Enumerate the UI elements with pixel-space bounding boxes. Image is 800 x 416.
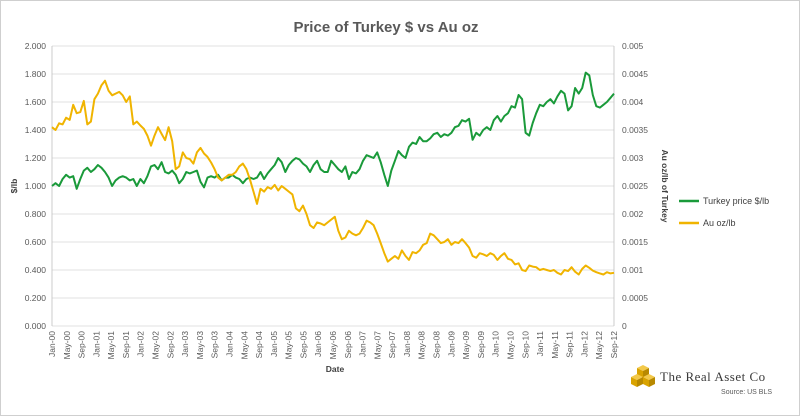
left-tick-label: 0.000 (25, 321, 47, 331)
x-tick-label: May-09 (461, 331, 471, 360)
x-tick-label: Sep-10 (520, 331, 530, 359)
x-tick-label: Jan-05 (269, 331, 279, 357)
left-y-axis: 0.000 0.200 0.400 0.600 0.800 1.000 1.200 1.400… (25, 41, 47, 331)
x-tick-label: Jan-12 (579, 331, 589, 357)
x-tick-label: Jan-07 (358, 331, 368, 357)
logo-cubes-icon (631, 365, 655, 387)
x-tick-label: Sep-08 (432, 331, 442, 359)
right-tick-label: 0.002 (622, 209, 644, 219)
x-tick-label: Jan-10 (491, 331, 501, 357)
x-tick-label: May-06 (328, 331, 338, 360)
left-tick-label: 2.000 (25, 41, 47, 51)
x-tick-label: Sep-03 (210, 331, 220, 359)
right-tick-label: 0.0035 (622, 125, 648, 135)
left-tick-label: 0.200 (25, 293, 47, 303)
legend-label-turkey: Turkey price $/lb (703, 196, 769, 206)
series-line-au-oz (51, 79, 615, 276)
left-tick-label: 1.400 (25, 125, 47, 135)
legend-label-gold: Au oz/lb (703, 218, 736, 228)
x-tick-label: Jan-06 (313, 331, 323, 357)
right-tick-label: 0.003 (622, 153, 644, 163)
x-tick-label: Sep-05 (298, 331, 308, 359)
right-axis-label: Au oz/lb of Turkey (660, 149, 670, 222)
x-tick-label: May-08 (417, 331, 427, 360)
brand-name: The Real Asset Co (660, 369, 766, 384)
left-tick-label: 1.000 (25, 181, 47, 191)
x-tick-label: May-00 (62, 331, 72, 360)
x-tick-label: Jan-09 (446, 331, 456, 357)
x-tick-label: May-02 (151, 331, 161, 360)
x-tick-label: Jan-08 (402, 331, 412, 357)
x-tick-label: Sep-12 (609, 331, 619, 359)
x-tick-label: Sep-02 (165, 331, 175, 359)
x-tick-label: Sep-04 (254, 331, 264, 359)
right-tick-label: 0.0015 (622, 237, 648, 247)
x-tick-label: Jan-00 (47, 331, 57, 357)
x-tick-label: Sep-07 (387, 331, 397, 359)
left-tick-label: 1.600 (25, 97, 47, 107)
x-tick-label: May-01 (106, 331, 116, 360)
x-tick-label: Sep-11 (565, 331, 575, 358)
x-tick-label: May-12 (594, 331, 604, 360)
x-tick-label: Sep-00 (77, 331, 87, 359)
x-tick-label: Jan-11 (535, 331, 545, 357)
source-note: Source: US BLS (721, 389, 772, 396)
left-axis-label: $/lb (9, 179, 19, 194)
right-y-axis: 0 0.0005 0.001 0.0015 0.002 0.0025 0.003 0.0035… (622, 41, 648, 331)
x-axis: Jan-00 May-00 Sep-00 Jan-01 May-01 Sep-01 Jan-… (47, 331, 619, 360)
x-tick-label: Sep-06 (343, 331, 353, 359)
x-tick-label: May-04 (239, 331, 249, 360)
left-tick-label: 1.200 (25, 153, 47, 163)
x-tick-label: Sep-09 (476, 331, 486, 359)
x-tick-label: Jan-01 (91, 331, 101, 357)
x-tick-label: Jan-02 (136, 331, 146, 357)
right-tick-label: 0.005 (622, 41, 644, 51)
right-tick-label: 0.004 (622, 97, 644, 107)
x-tick-label: Jan-03 (180, 331, 190, 357)
x-tick-label: May-05 (284, 331, 294, 360)
left-tick-label: 0.600 (25, 237, 47, 247)
left-tick-label: 1.800 (25, 69, 47, 79)
x-tick-label: May-11 (550, 331, 560, 359)
x-tick-label: May-07 (372, 331, 382, 360)
series-group (51, 71, 615, 276)
series-line-turkey-price (51, 71, 615, 190)
x-tick-label: May-03 (195, 331, 205, 360)
right-tick-label: 0.0005 (622, 293, 648, 303)
gridlines (51, 45, 615, 327)
right-tick-label: 0.0045 (622, 69, 648, 79)
legend: Turkey price $/lb Au oz/lb (679, 196, 769, 228)
x-tick-label: Jan-04 (224, 331, 234, 357)
brand-logo: The Real Asset Co (631, 365, 766, 387)
right-tick-label: 0 (622, 321, 627, 331)
right-tick-label: 0.0025 (622, 181, 648, 191)
left-tick-label: 0.800 (25, 209, 47, 219)
right-tick-label: 0.001 (622, 265, 644, 275)
chart-title: Price of Turkey $ vs Au oz (293, 19, 478, 36)
x-tick-label: May-10 (505, 331, 515, 360)
x-tick-label: Sep-01 (121, 331, 131, 359)
left-tick-label: 0.400 (25, 265, 47, 275)
x-axis-label: Date (326, 364, 345, 374)
